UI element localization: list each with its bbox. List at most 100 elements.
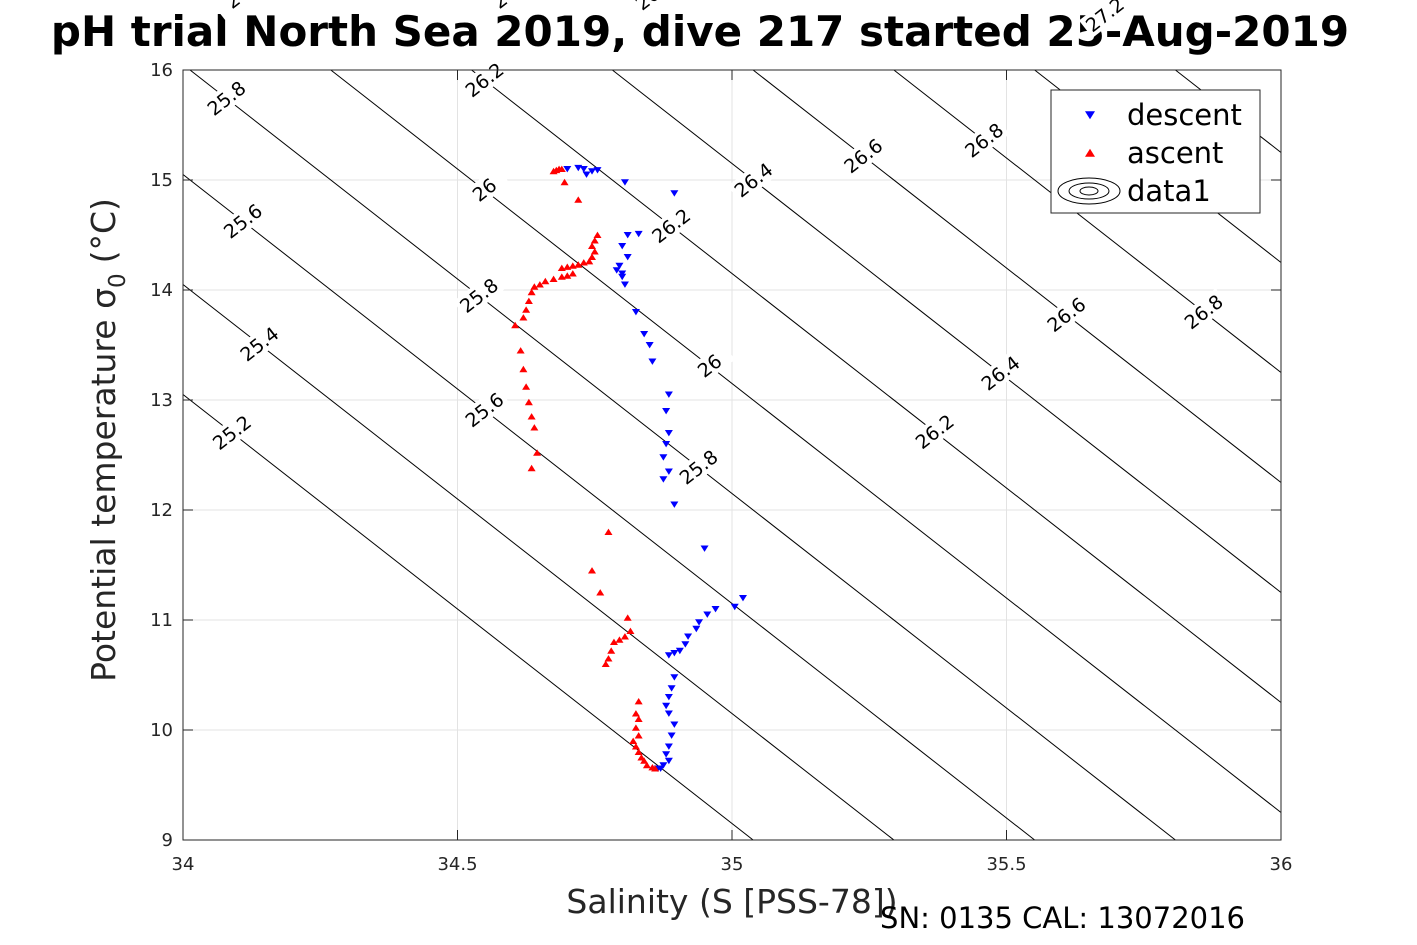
- x-tick-label: 36: [1270, 854, 1293, 875]
- ascent-point: [568, 262, 577, 269]
- descent-point: [582, 171, 591, 178]
- ascent-point: [519, 314, 528, 321]
- descent-point: [700, 545, 709, 552]
- descent-point: [664, 757, 673, 765]
- ascent-point: [640, 757, 649, 764]
- descent-point: [612, 267, 621, 274]
- descent-point: [563, 166, 572, 173]
- ascent-point: [530, 283, 539, 290]
- ascent-point: [615, 636, 624, 643]
- descent-point: [703, 611, 712, 618]
- ascent-point: [560, 178, 569, 186]
- descent-point: [664, 430, 673, 437]
- descent-point: [618, 273, 627, 281]
- descent-point: [659, 762, 668, 769]
- descent-point: [620, 179, 629, 186]
- descent-point: [640, 331, 649, 338]
- legend-ascent-marker: [1085, 148, 1095, 157]
- ascent-point: [524, 297, 533, 304]
- legend-descent-label: descent: [1127, 98, 1242, 132]
- descent-point: [692, 625, 701, 633]
- y-axis-label-unit: (°C): [84, 198, 123, 263]
- descent-point: [623, 254, 632, 261]
- x-tick-label: 35.5: [986, 854, 1026, 875]
- descent-point: [645, 342, 654, 349]
- descent-point: [664, 652, 673, 659]
- ascent-series: [511, 165, 660, 772]
- ascent-point: [527, 288, 536, 296]
- descent-point: [593, 167, 602, 174]
- descent-point: [659, 454, 668, 461]
- x-axis-label: Salinity (S [PSS-78]): [566, 882, 897, 921]
- descent-point: [664, 743, 673, 750]
- descent-point: [695, 619, 704, 626]
- contour-label-background: [672, 443, 725, 491]
- ascent-point: [574, 196, 583, 203]
- descent-point: [664, 391, 673, 398]
- descent-point: [670, 650, 679, 657]
- y-axis-label: Potential temperature σ0 (°C): [84, 198, 131, 682]
- descent-point: [620, 281, 629, 288]
- grid-lines: [183, 70, 1281, 840]
- contour-label-background: [458, 386, 511, 434]
- ascent-point: [552, 166, 561, 174]
- descent-point: [664, 468, 673, 475]
- descent-series: [563, 164, 747, 772]
- contour-label-background: [628, 0, 681, 17]
- ascent-point: [634, 698, 643, 705]
- legend-contour-icon: [1057, 177, 1121, 205]
- contour-line: [471, 69, 1282, 703]
- ascent-point: [626, 627, 635, 634]
- contour-label-background: [233, 320, 285, 368]
- ascent-point: [620, 633, 629, 640]
- descent-point: [648, 358, 657, 365]
- contour-line: [893, 69, 1282, 373]
- ascent-point: [527, 413, 536, 420]
- x-axis-ticks: 34 34.5 35 35.5 36: [172, 70, 1293, 875]
- descent-point: [667, 685, 676, 692]
- ascent-point: [590, 237, 599, 244]
- ascent-point: [604, 655, 613, 662]
- descent-point: [659, 476, 668, 483]
- legend-box: [1050, 89, 1261, 214]
- ascent-point: [651, 765, 660, 772]
- descent-point: [670, 501, 679, 508]
- ascent-point: [516, 347, 525, 354]
- descent-point: [670, 674, 679, 681]
- ascent-point: [588, 567, 597, 574]
- contour-label-background: [211, 0, 263, 21]
- x-tick-label: 34: [172, 854, 195, 875]
- ascent-point: [604, 528, 613, 535]
- descent-point: [662, 751, 671, 758]
- ascent-point: [631, 724, 640, 731]
- ascent-point: [585, 258, 594, 265]
- contour-label-background: [217, 197, 269, 245]
- ascent-point: [563, 263, 572, 270]
- ascent-point: [579, 259, 588, 266]
- ascent-point: [631, 710, 640, 717]
- descent-point: [670, 721, 679, 728]
- contour-label-background: [837, 132, 889, 180]
- contour-label-background: [458, 56, 511, 104]
- contour-label-background: [458, 166, 511, 214]
- contour-line: [182, 174, 1035, 841]
- y-tick-label: 12: [150, 500, 173, 521]
- contour-label-background: [974, 349, 1027, 397]
- chart-title: pH trial North Sea 2019, dive 217 starte…: [51, 7, 1349, 56]
- y-tick-label: 11: [150, 610, 173, 631]
- descent-point: [631, 309, 640, 316]
- descent-point: [623, 232, 632, 239]
- descent-point: [730, 603, 739, 611]
- legend-descent-marker: [1085, 111, 1095, 120]
- contour-label-background: [206, 408, 258, 456]
- contour-line: [182, 284, 895, 841]
- ascent-point: [568, 270, 577, 277]
- descent-point: [618, 243, 627, 250]
- descent-point: [667, 732, 676, 739]
- contour-line: [189, 69, 1176, 841]
- ascent-point: [607, 647, 616, 654]
- ascent-point: [519, 365, 528, 373]
- ascent-point: [634, 732, 643, 739]
- ascent-point: [642, 761, 651, 769]
